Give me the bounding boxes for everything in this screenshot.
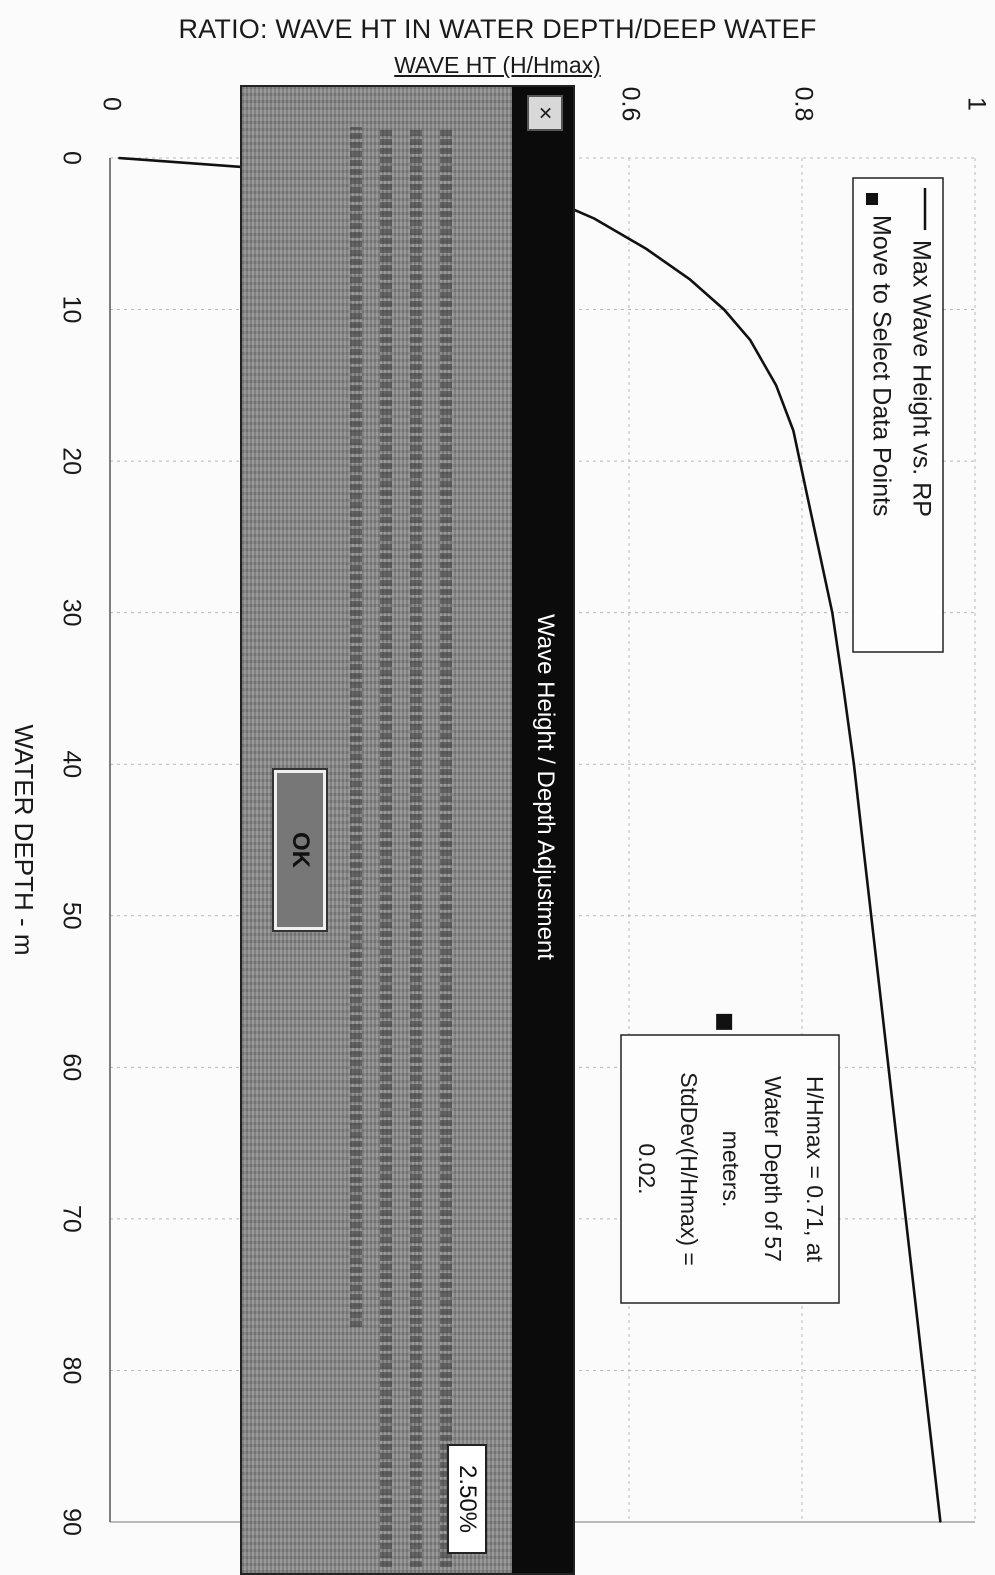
chart-legend: Max Wave Height vs. RP Move to Select Dat… bbox=[852, 177, 944, 653]
depth-tick-label: 0 bbox=[57, 151, 85, 165]
ratio-tick-label: 0 bbox=[97, 97, 125, 111]
selected-point-annotation: H/Hmax = 0.71, at Water Depth of 57 meters… bbox=[620, 1034, 840, 1304]
depth-tick-label: 10 bbox=[57, 296, 85, 324]
series-point-max-wave-height bbox=[117, 157, 120, 159]
series-point-max-wave-height bbox=[805, 490, 808, 493]
dialog-text-line bbox=[440, 127, 452, 1567]
series-point-max-wave-height bbox=[842, 687, 845, 690]
legend-entry-max-wave-height: Max Wave Height vs. RP bbox=[907, 240, 935, 517]
ratio-tick-label: 0.8 bbox=[789, 87, 817, 122]
depth-tick-label: 30 bbox=[57, 599, 85, 627]
annotation-line: H/Hmax = 0.71, at bbox=[802, 1076, 828, 1263]
chart-title: RATIO: WAVE HT IN WATER DEPTH/DEEP WATEF bbox=[178, 14, 817, 44]
series-point-max-wave-height bbox=[775, 384, 777, 387]
depth-tick-label: 60 bbox=[57, 1053, 85, 1081]
depth-tick-label: 50 bbox=[57, 902, 85, 930]
series-point-max-wave-height bbox=[879, 990, 881, 993]
series-point-max-wave-height bbox=[861, 839, 864, 841]
wave-height-depth-dialog: OK 2.50% Wave Height / Depth Adjustment … bbox=[240, 85, 575, 1575]
series-point-max-wave-height bbox=[645, 248, 648, 250]
legend-box bbox=[852, 177, 944, 653]
dialog-text-line bbox=[410, 127, 422, 1567]
dialog-text-line bbox=[350, 127, 362, 1327]
depth-tick-label: 80 bbox=[57, 1357, 85, 1385]
series-point-max-wave-height bbox=[930, 1445, 933, 1448]
series-point-max-wave-height bbox=[896, 1142, 898, 1144]
series-point-max-wave-height bbox=[688, 278, 691, 281]
series-point-max-wave-height bbox=[723, 308, 725, 311]
annotation-line: 0.02. bbox=[634, 1143, 660, 1194]
chart-series bbox=[117, 156, 942, 1523]
legend-entry-select-data-points: Move to Select Data Points bbox=[867, 215, 895, 517]
chart-subtitle: WAVE HT (H/Hmax) bbox=[394, 52, 601, 78]
ok-button-label: OK bbox=[287, 832, 314, 868]
series-point-max-wave-height bbox=[593, 217, 596, 220]
series-point-max-wave-height bbox=[939, 1521, 942, 1523]
series-point-max-wave-height bbox=[792, 430, 795, 432]
selected-data-point-marker bbox=[716, 1013, 733, 1030]
series-point-max-wave-height bbox=[913, 1293, 916, 1296]
annotation-line: StdDev(H/Hmax) = bbox=[676, 1072, 702, 1266]
close-icon: ✕ bbox=[535, 105, 555, 121]
series-point-max-wave-height bbox=[887, 1066, 890, 1069]
depth-tick-label: 20 bbox=[57, 447, 85, 475]
legend-marker-swatch bbox=[866, 193, 878, 205]
depth-tick-label: 40 bbox=[57, 750, 85, 778]
dialog-body: OK 2.50% bbox=[242, 87, 512, 1573]
dialog-title: Wave Height / Depth Adjustment bbox=[531, 614, 559, 960]
depth-tick-label: 70 bbox=[57, 1205, 85, 1233]
series-point-max-wave-height bbox=[818, 551, 821, 553]
annotation-box bbox=[620, 1034, 840, 1304]
series-line-max-wave-height bbox=[118, 156, 942, 1523]
dialog-text-line bbox=[380, 127, 392, 1567]
ratio-tick-label: 0.6 bbox=[616, 87, 644, 122]
dialog-title-bar[interactable]: Wave Height / Depth Adjustment bbox=[512, 87, 573, 1573]
chart-axes: 0 10 20 30 40 50 60 70 80 90 0 0.6 0.8 1 WATER DEPTH -… bbox=[9, 87, 990, 1536]
series-point-max-wave-height bbox=[853, 763, 855, 766]
annotation-line: Water Depth of 57 bbox=[760, 1076, 786, 1262]
depth-axis-title: WATER DEPTH - m bbox=[9, 724, 39, 955]
series-point-max-wave-height bbox=[870, 914, 872, 917]
depth-tick-label: 90 bbox=[57, 1508, 85, 1536]
adjustment-percent-field[interactable]: 2.50% bbox=[447, 1444, 487, 1554]
series-point-max-wave-height bbox=[922, 1369, 924, 1372]
adjustment-percent-value: 2.50% bbox=[454, 1464, 481, 1534]
series-point-max-wave-height bbox=[749, 339, 751, 341]
ratio-tick-label: 1 bbox=[962, 97, 990, 111]
ok-button[interactable]: OK bbox=[272, 768, 328, 932]
series-point-max-wave-height bbox=[905, 1218, 907, 1220]
series-point-max-wave-height bbox=[831, 611, 834, 614]
annotation-line: meters. bbox=[718, 1131, 744, 1208]
close-button[interactable]: ✕ bbox=[527, 95, 563, 131]
